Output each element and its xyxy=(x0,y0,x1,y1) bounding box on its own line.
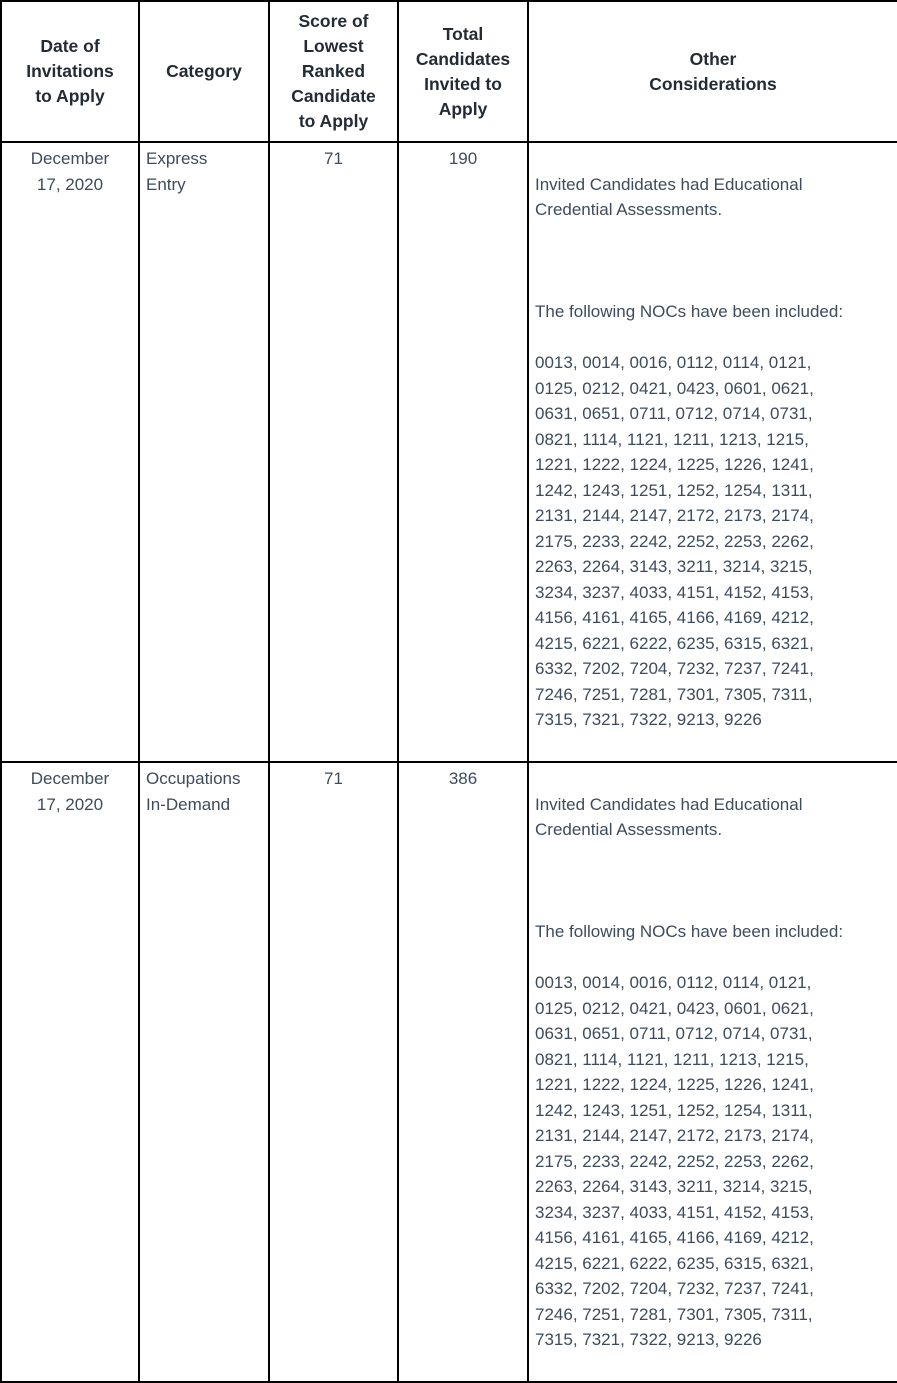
category-cell: Occupations In-Demand xyxy=(138,761,270,1383)
category-cell: Express Entry xyxy=(138,141,270,763)
total-invited-cell: 190 xyxy=(397,141,529,763)
header-cell-category: Category xyxy=(138,0,270,143)
table-row-occupations-in-demand: December 17, 2020 Occupations In-Demand … xyxy=(0,761,897,1383)
table-header-row: Date of Invitations to Apply Category Sc… xyxy=(0,0,897,143)
header-cell-other-considerations: Other Considerations xyxy=(527,0,897,143)
noc-intro: The following NOCs have been included: xyxy=(535,922,844,941)
date-cell: December 17, 2020 xyxy=(0,761,140,1383)
paragraph-spacer xyxy=(535,868,891,894)
score-cell: 71 xyxy=(268,141,399,763)
credential-note: Invited Candidates had Educational Crede… xyxy=(535,794,803,840)
other-considerations-cell: Invited Candidates had Educational Crede… xyxy=(527,761,897,1383)
table-row-express-entry: December 17, 2020 Express Entry 71 190 I… xyxy=(0,141,897,763)
noc-intro: The following NOCs have been included: xyxy=(535,302,844,321)
header-cell-date: Date of Invitations to Apply xyxy=(0,0,140,143)
total-invited-cell: 386 xyxy=(397,761,529,1383)
header-cell-total: Total Candidates Invited to Apply xyxy=(397,0,529,143)
other-considerations-cell: Invited Candidates had Educational Crede… xyxy=(527,141,897,763)
credential-note: Invited Candidates had Educational Crede… xyxy=(535,174,803,220)
header-cell-score: Score of Lowest Ranked Candidate to Appl… xyxy=(268,0,399,143)
score-cell: 71 xyxy=(268,761,399,1383)
date-cell: December 17, 2020 xyxy=(0,141,140,763)
noc-list: 0013, 0014, 0016, 0112, 0114, 0121, 0125… xyxy=(535,353,814,729)
noc-list: 0013, 0014, 0016, 0112, 0114, 0121, 0125… xyxy=(535,973,814,1349)
paragraph-spacer xyxy=(535,248,891,274)
